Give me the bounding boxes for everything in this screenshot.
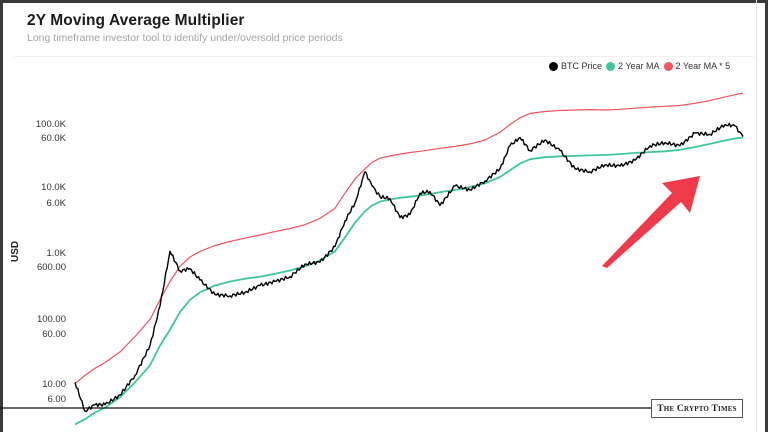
chart-subtitle: Long timeframe investor tool to identify… bbox=[27, 32, 343, 44]
y-tick-label: 10.00 bbox=[42, 379, 66, 390]
legend-dot-icon bbox=[663, 61, 673, 71]
y-tick-label: 60.00 bbox=[42, 329, 66, 340]
frame-right-border bbox=[765, 0, 768, 432]
legend-label: BTC Price bbox=[561, 61, 603, 71]
y-tick-label: 100.0K bbox=[35, 119, 66, 130]
legend-label: 2 Year MA * 5 bbox=[675, 61, 731, 71]
legend-item-2y-ma-x5[interactable]: 2 Year MA * 5 bbox=[663, 61, 731, 71]
y-tick-label: 60.0K bbox=[41, 133, 66, 144]
y-tick-label: 600.00 bbox=[36, 262, 66, 273]
legend-dot-icon bbox=[606, 61, 616, 71]
series-line-2-year-ma[interactable] bbox=[74, 136, 744, 426]
red-arrow-icon bbox=[602, 176, 700, 268]
inner-right-divider bbox=[756, 0, 757, 432]
y-tick-label: 6.00 bbox=[47, 394, 67, 405]
frame-top-border bbox=[0, 0, 768, 3]
header-divider bbox=[14, 56, 754, 57]
chart-legend: BTC Price 2 Year MA 2 Year MA * 5 bbox=[549, 61, 734, 71]
series-layer bbox=[74, 92, 744, 426]
frame-left-border bbox=[0, 0, 3, 432]
chart-title: 2Y Moving Average Multiplier bbox=[27, 12, 245, 29]
watermark-logo: The Crypto Times bbox=[651, 399, 743, 418]
legend-label: 2 Year MA bbox=[618, 61, 660, 71]
y-tick-label: 100.00 bbox=[36, 314, 66, 325]
legend-item-btc-price[interactable]: BTC Price bbox=[549, 61, 602, 71]
legend-item-2y-ma[interactable]: 2 Year MA bbox=[606, 61, 660, 71]
y-tick-label: 10.0K bbox=[41, 182, 66, 193]
series-line-2-year-ma-5[interactable] bbox=[74, 92, 744, 385]
y-tick-label: 6.0K bbox=[46, 198, 66, 209]
legend-dot-icon bbox=[549, 61, 558, 71]
series-line-btc-price[interactable] bbox=[74, 122, 744, 413]
y-tick-label: 1.0K bbox=[46, 248, 66, 259]
